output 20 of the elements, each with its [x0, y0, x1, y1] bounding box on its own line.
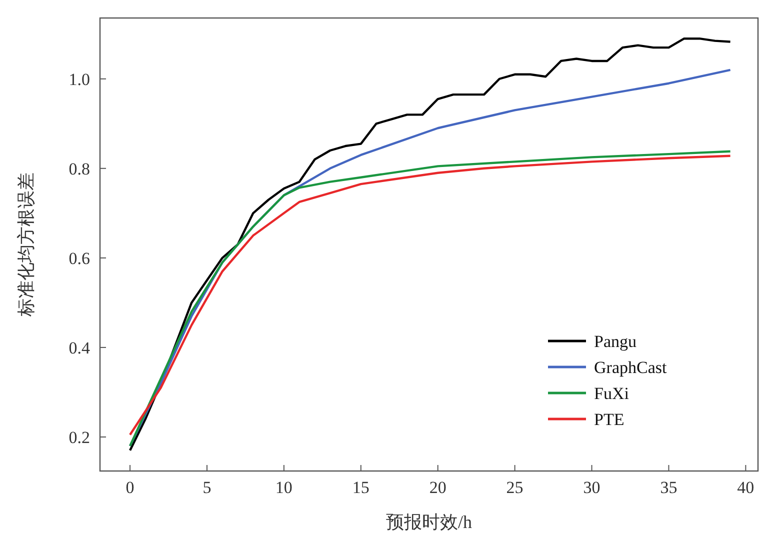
x-tick-label: 40 — [737, 478, 754, 497]
x-tick-label: 10 — [275, 478, 292, 497]
x-tick-label: 30 — [583, 478, 600, 497]
y-tick-label: 0.6 — [68, 248, 90, 268]
y-tick-label: 0.4 — [68, 338, 90, 358]
x-tick-label: 25 — [506, 478, 524, 497]
x-tick-label: 15 — [352, 478, 370, 497]
y-axis-title: 标准化均方根误差 — [16, 172, 36, 318]
x-tick-label: 35 — [660, 478, 678, 497]
y-tick-label: 0.8 — [68, 159, 90, 178]
legend-label: PTE — [594, 410, 624, 429]
y-tick-label: 1.0 — [68, 70, 90, 89]
legend-label: Pangu — [594, 332, 637, 351]
x-tick-label: 5 — [202, 478, 212, 497]
y-tick-label: 0.2 — [68, 428, 90, 447]
legend-label: FuXi — [594, 384, 630, 403]
x-axis-title: 预报时效/h — [386, 512, 472, 532]
x-tick-label: 20 — [429, 478, 446, 497]
x-tick-label: 0 — [126, 478, 134, 497]
legend-label: GraphCast — [594, 358, 667, 377]
